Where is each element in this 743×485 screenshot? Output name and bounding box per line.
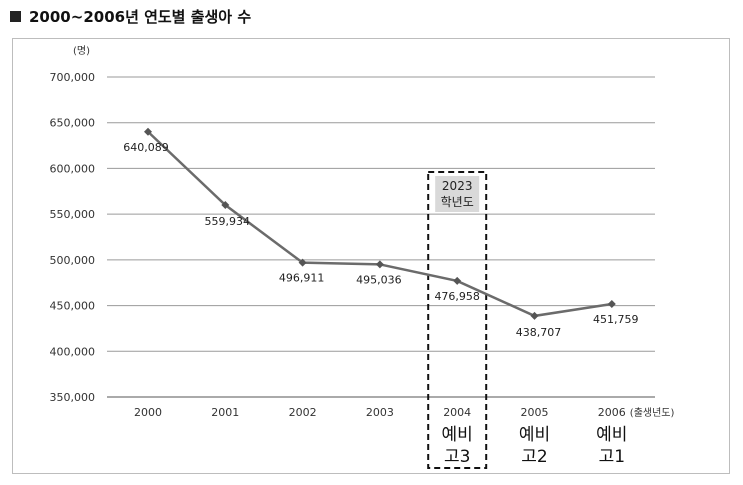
data-point-2006 <box>607 299 616 308</box>
data-point-2000 <box>144 127 152 136</box>
data-label-2001: 559,934 <box>205 215 251 228</box>
highlight-label-year: 2023 <box>442 179 473 193</box>
x-tick-label-2003: 2003 <box>366 406 394 419</box>
annotation-line2-2005: 고2 <box>521 447 547 467</box>
data-point-2003 <box>375 260 384 269</box>
y-tick-label-600000: 600,000 <box>50 162 96 175</box>
y-axis-unit: (명) <box>73 45 90 57</box>
y-tick-label-350000: 350,000 <box>50 391 96 404</box>
x-tick-label-2006: 2006 <box>598 406 626 419</box>
y-axis-ticks: 350,000 400,000 450,000 500,000 550,000 600,0… <box>50 71 96 404</box>
data-point-2005 <box>530 311 539 320</box>
data-point-2001 <box>221 201 230 210</box>
data-label-2002: 496,911 <box>279 272 325 285</box>
x-tick-label-2002: 2002 <box>289 406 317 419</box>
annotation-line1-2006: 예비 <box>596 425 627 445</box>
chart-title: 2000~2006년 연도별 출생아 수 <box>29 7 252 26</box>
highlight-label-text: 학년도 <box>441 195 474 209</box>
data-label-2004: 476,958 <box>434 290 480 303</box>
data-point-2002 <box>298 258 307 267</box>
y-tick-label-550000: 550,000 <box>50 208 96 221</box>
y-tick-label-700000: 700,000 <box>50 71 96 84</box>
x-tick-label-2001: 2001 <box>211 406 239 419</box>
y-tick-label-450000: 450,000 <box>50 300 96 313</box>
data-label-2006: 451,759 <box>593 313 639 326</box>
x-tick-label-2000: 2000 <box>134 406 162 419</box>
annotation-line1-2004: 예비 <box>442 425 473 445</box>
data-label-2000: 640,089 <box>123 141 169 154</box>
data-point-2004 <box>453 276 462 285</box>
chart-frame <box>12 38 730 474</box>
y-tick-label-500000: 500,000 <box>50 254 96 267</box>
x-tick-label-2005: 2005 <box>521 406 549 419</box>
x-tick-label-2004: 2004 <box>443 406 471 419</box>
highlight-2004: 2023 학년도 <box>427 171 488 469</box>
highlight-dashed-box <box>427 171 488 469</box>
chart-heading: 2000~2006년 연도별 출생아 수 <box>10 6 251 26</box>
annotation-line2-2004: 고3 <box>444 447 470 467</box>
x-axis-ticks: 2000 2001 2002 2003 2004 2005 2006 <box>134 406 626 419</box>
highlight-label-box <box>435 176 480 212</box>
data-labels: 640,089 559,934 496,911 495,036 476,958 438,7… <box>123 141 638 339</box>
annotation-line1-2005: 예비 <box>519 425 550 445</box>
y-tick-label-400000: 400,000 <box>50 345 96 358</box>
bullet-square-icon <box>10 10 21 22</box>
annotation-line2-2006: 고1 <box>599 447 625 467</box>
grid-lines <box>107 76 655 352</box>
y-tick-label-650000: 650,000 <box>50 117 96 130</box>
x-axis-unit: (출생년도) <box>630 407 675 419</box>
data-label-2005: 438,707 <box>516 326 562 339</box>
data-points <box>144 127 616 320</box>
data-label-2003: 495,036 <box>356 273 402 286</box>
